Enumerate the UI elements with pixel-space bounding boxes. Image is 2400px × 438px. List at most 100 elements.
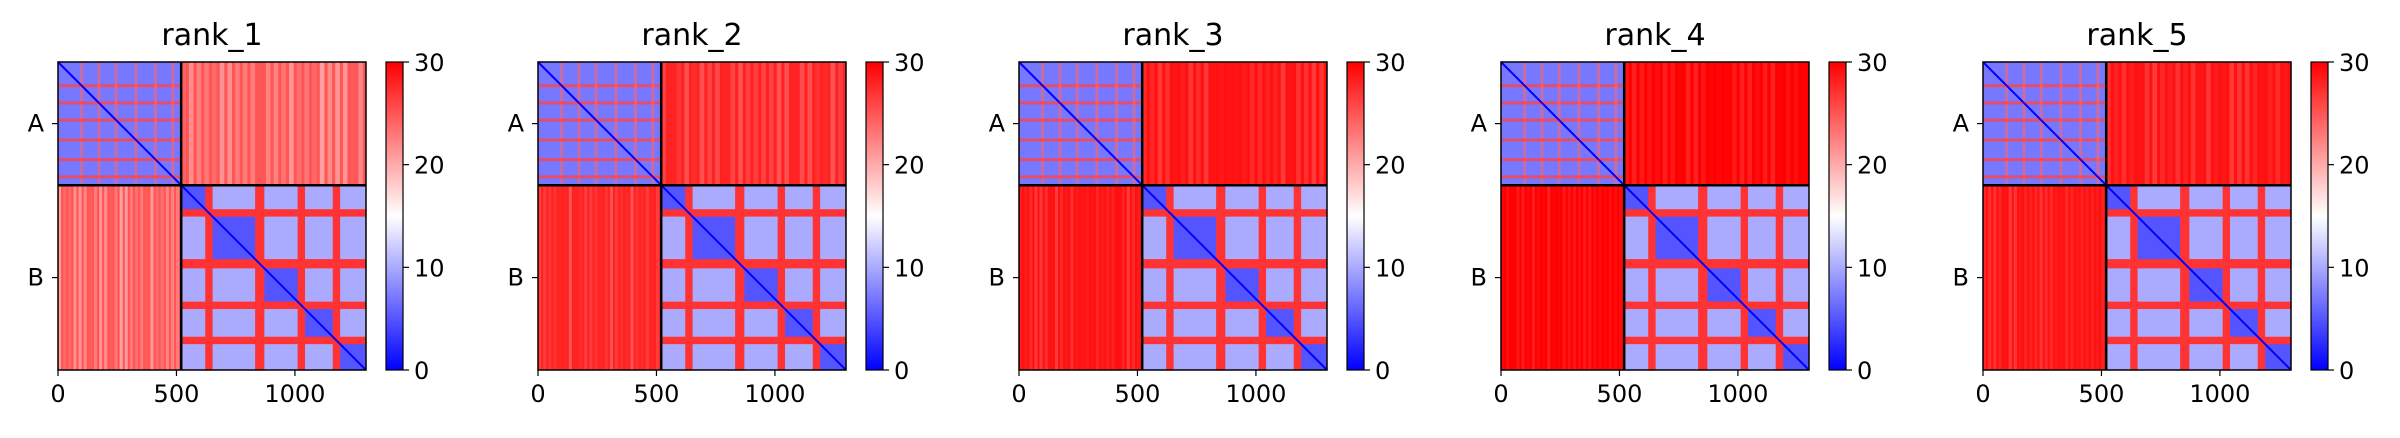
- b-domain-3-2: [264, 309, 298, 337]
- colorbar-tick-label-1: 10: [894, 254, 925, 282]
- b-domain-3-0: [1142, 309, 1167, 337]
- b-domain-4-1: [212, 344, 256, 370]
- b-domain-0-2: [1707, 185, 1741, 210]
- pae-texture-1-21: [645, 185, 649, 370]
- pae-texture-1-5: [563, 185, 567, 370]
- b-domain-2-3: [1266, 268, 1294, 302]
- pae-texture-1-6: [1531, 185, 1535, 370]
- b-domain-4-0: [661, 344, 686, 370]
- pae-texture-1-17: [1588, 185, 1592, 370]
- a-band-h-3: [1019, 138, 1143, 142]
- b-domain-0-3: [1748, 185, 1776, 210]
- colorbar-tick-label-1: 10: [2339, 254, 2370, 282]
- b-domain-1-2: [744, 216, 778, 260]
- b-domain-2-1: [1655, 268, 1699, 302]
- pae-texture-1-21: [165, 185, 169, 370]
- a-band-h-2: [1983, 118, 2107, 122]
- pae-texture-0-5: [1662, 62, 1668, 186]
- x-tick-label-2: 1000: [264, 380, 325, 408]
- b-domain-3-1: [1655, 309, 1699, 337]
- pae-texture-1-23: [2101, 185, 2105, 370]
- pae-texture-0-11: [745, 62, 751, 186]
- b-domain-1-4: [2265, 216, 2291, 260]
- a-band-v-5: [651, 62, 655, 186]
- pae-texture-0-10: [2183, 62, 2188, 186]
- pae-texture-0-6: [1670, 62, 1676, 186]
- b-domain-0-4: [1301, 185, 1327, 210]
- pae-texture-0-9: [730, 62, 736, 186]
- pae-texture-0-19: [1770, 62, 1776, 186]
- pae-texture-1-19: [1116, 185, 1120, 370]
- a-band-v-5: [171, 62, 175, 186]
- b-domain-3-1: [1173, 309, 1217, 337]
- panel-title: rank_3: [1122, 18, 1223, 53]
- b-domain-4-2: [744, 344, 778, 370]
- pae-texture-0-23: [2283, 62, 2288, 186]
- colorbar-tick-label-2: 20: [2339, 152, 2370, 180]
- a-band-v-0: [1041, 62, 1045, 186]
- x-tick-label-1: 500: [1115, 380, 1161, 408]
- pae-texture-1-7: [93, 185, 98, 370]
- pae-texture-0-2: [676, 62, 682, 186]
- a-band-v-3: [134, 62, 138, 186]
- x-tick-label-1: 500: [634, 380, 680, 408]
- b-domain-4-0: [1142, 344, 1167, 370]
- a-band-h-0: [1019, 84, 1143, 88]
- diagonal-line: [1982, 61, 2292, 371]
- pae-texture-1-3: [553, 185, 557, 370]
- pae-texture-1-20: [1121, 185, 1125, 370]
- pae-texture-0-1: [1149, 62, 1155, 186]
- x-tick-label-0: 0: [1493, 380, 1508, 408]
- b-domain-2-0: [181, 268, 206, 302]
- pae-texture-0-22: [830, 62, 836, 186]
- colorbar-tick-label-2: 20: [1857, 152, 1888, 180]
- pae-texture-0-20: [1296, 62, 1301, 186]
- pae-texture-0-4: [692, 62, 697, 186]
- a-band-h-4: [1019, 158, 1143, 162]
- b-domain-0-3: [2230, 185, 2258, 210]
- pae-texture-0-17: [2237, 62, 2242, 186]
- pae-texture-0-9: [1211, 62, 1217, 186]
- chain-label-b: B: [1953, 264, 1969, 292]
- axes-frame: [1018, 61, 1328, 371]
- colorbar-tick-label-0: 0: [2339, 357, 2354, 385]
- pae-texture-1-6: [88, 185, 92, 370]
- chart-panel-4: rank_4 0 500 1000 A B 0 10 20 30: [1471, 18, 1888, 408]
- pae-texture-0-4: [212, 62, 217, 186]
- pae-texture-0-7: [2160, 62, 2165, 186]
- a-band-v-0: [80, 62, 84, 186]
- pae-texture-1-7: [1536, 185, 1541, 370]
- pae-texture-1-10: [1552, 185, 1556, 370]
- pae-texture-0-16: [2229, 62, 2235, 186]
- pae-texture-0-6: [1188, 62, 1194, 186]
- pae-texture-0-15: [776, 62, 782, 186]
- x-tick-label-2: 1000: [1707, 380, 1768, 408]
- b-domain-2-1: [692, 268, 736, 302]
- a-band-v-2: [1075, 62, 1079, 186]
- pae-texture-1-4: [558, 185, 562, 370]
- pae-texture-1-19: [2080, 185, 2084, 370]
- pae-texture-1-4: [2003, 185, 2007, 370]
- a-band-v-1: [577, 62, 581, 186]
- colorbar-tick-label-0: 0: [1375, 357, 1390, 385]
- pae-texture-1-11: [594, 185, 598, 370]
- pae-texture-1-8: [579, 185, 583, 370]
- a-band-v-1: [97, 62, 101, 186]
- a-band-v-0: [1523, 62, 1527, 186]
- pae-texture-0-3: [1165, 62, 1170, 186]
- b-domain-0-3: [305, 185, 333, 210]
- pae-texture-1-17: [1106, 185, 1110, 370]
- pae-texture-0-14: [1250, 62, 1255, 186]
- panel-title: rank_1: [161, 18, 262, 53]
- pae-texture-1-1: [1988, 185, 1992, 370]
- a-band-h-5: [1983, 175, 2107, 179]
- a-band-h-5: [538, 175, 662, 179]
- pae-texture-1-20: [1603, 185, 1607, 370]
- a-band-v-4: [154, 62, 158, 186]
- b-domain-0-4: [820, 185, 846, 210]
- b-domain-2-3: [1748, 268, 1776, 302]
- a-band-v-3: [2059, 62, 2063, 186]
- pae-texture-0-14: [1732, 62, 1737, 186]
- colorbar-tick-label-1: 10: [1375, 254, 1406, 282]
- b-domain-3-2: [744, 309, 778, 337]
